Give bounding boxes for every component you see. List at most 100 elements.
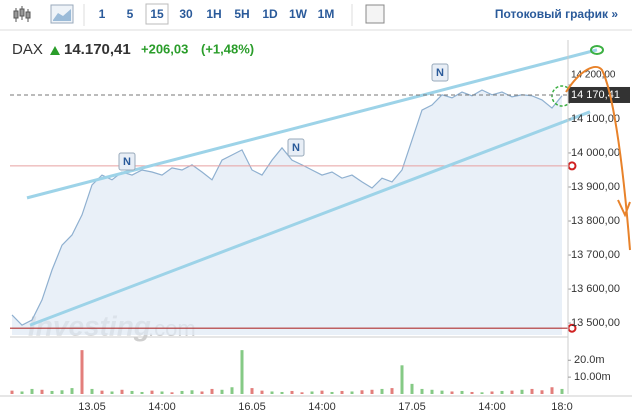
interval-button[interactable]: 5 <box>127 7 134 21</box>
volume-bar <box>530 388 534 394</box>
x-tick-label: 14:00 <box>308 401 336 413</box>
volume-bar <box>20 391 24 394</box>
volume-bar <box>290 390 294 394</box>
candle-icon[interactable] <box>13 6 31 22</box>
news-label: N <box>436 67 444 79</box>
interval-button[interactable]: 30 <box>179 7 193 21</box>
area-fill <box>12 90 562 335</box>
volume-bar <box>370 389 374 394</box>
volume-bar <box>560 388 564 394</box>
handle <box>590 45 604 55</box>
volume-tick-label: 10.00m <box>574 371 611 383</box>
volume-bar <box>230 387 234 394</box>
volume-bar <box>420 388 424 394</box>
change: +206,03 <box>141 41 188 56</box>
volume-bar <box>80 350 84 394</box>
interval-button[interactable]: 1H <box>206 7 221 21</box>
volume-bar <box>380 388 384 394</box>
hand-drawn-arrowhead <box>617 199 631 218</box>
volume-bar <box>510 390 514 394</box>
news-marker <box>431 63 449 82</box>
x-tick-label: 13.05 <box>78 401 106 413</box>
volume-bar <box>160 391 164 394</box>
last-price-box <box>568 86 630 103</box>
volume-bar <box>460 390 464 394</box>
volume-bar <box>170 392 174 394</box>
volume-bar <box>540 390 544 394</box>
volume-bar <box>130 390 134 394</box>
x-tick-label: 17.05 <box>398 401 426 413</box>
channel-line <box>26 48 598 200</box>
y-tick-label: 14 100,00 <box>571 113 620 125</box>
volume-bar <box>470 391 474 394</box>
price: 14.170,41 <box>64 41 131 58</box>
volume-bar <box>390 388 394 394</box>
price-line <box>11 89 563 326</box>
line-handle <box>567 161 577 171</box>
selected-interval <box>145 3 169 25</box>
stream-link[interactable]: Потоковый график » <box>495 7 618 21</box>
x-tick-label: 18:0 <box>551 401 572 413</box>
volume-bar <box>300 392 304 394</box>
volume-bar <box>70 388 74 394</box>
volume-bar <box>480 392 484 394</box>
volume-bar <box>490 391 494 394</box>
interval-button[interactable]: 1D <box>262 7 278 21</box>
y-tick-label: 14 000,00 <box>571 147 620 159</box>
interval-button[interactable]: 1 <box>99 7 106 21</box>
x-tick-label: 16.05 <box>238 401 266 413</box>
change-pct: (+1,48%) <box>201 41 254 56</box>
interval-button[interactable]: 1M <box>318 7 335 21</box>
news-label: N <box>292 142 300 154</box>
volume-bar <box>320 390 324 394</box>
interval-button[interactable]: 1W <box>289 7 308 21</box>
volume-bar <box>200 391 204 394</box>
header: DAX 14.170,41 +206,03 (+1,48%) <box>12 41 254 58</box>
news-marker <box>118 152 136 171</box>
volume-bar <box>50 390 54 394</box>
volume-bar <box>220 389 224 394</box>
y-tick-label: 13 900,00 <box>571 181 620 193</box>
volume-bar <box>240 350 244 394</box>
volume-bar <box>180 390 184 394</box>
volume-bar <box>120 389 124 394</box>
y-tick-label: 13 800,00 <box>571 215 620 227</box>
x-tick-label: 14:00 <box>148 401 176 413</box>
up-arrow <box>50 46 60 55</box>
symbol: DAX <box>12 41 43 58</box>
y-tick-label: 13 700,00 <box>571 249 620 261</box>
volume-bar <box>10 390 14 394</box>
last-price-label: 14 170,41 <box>571 89 620 101</box>
area-icon-shape <box>53 9 71 21</box>
volume-bar <box>500 390 504 394</box>
x-tick-label: 14:00 <box>478 401 506 413</box>
volume-bar <box>350 391 354 394</box>
volume-bar <box>40 389 44 394</box>
volume-bar <box>140 391 144 394</box>
interval-button[interactable]: 15 <box>150 7 164 21</box>
volume-bar <box>250 388 254 394</box>
interval-button[interactable]: 5H <box>234 7 249 21</box>
news-marker <box>287 138 305 157</box>
volume-bar <box>310 391 314 394</box>
volume-bar <box>210 388 214 394</box>
hand-drawn-arrow <box>565 65 631 251</box>
y-tick-label: 14 200,00 <box>571 70 616 81</box>
y-tick-label: 13 600,00 <box>571 283 620 295</box>
channel-line <box>29 110 591 327</box>
volume-bar <box>280 391 284 394</box>
volume-bar <box>270 391 274 394</box>
volume-bar <box>450 391 454 394</box>
volume-bar <box>110 391 114 394</box>
settings-icon[interactable] <box>365 4 385 24</box>
volume-bar <box>90 388 94 394</box>
volume-tick-label: 20.0m <box>574 354 605 366</box>
volume-bar <box>550 387 554 394</box>
volume-bar <box>430 389 434 394</box>
volume-bar <box>60 390 64 394</box>
volume-bar <box>400 365 404 394</box>
volume-bar <box>30 388 34 394</box>
y-tick-label: 13 500,00 <box>571 317 620 329</box>
volume-bar <box>150 390 154 394</box>
